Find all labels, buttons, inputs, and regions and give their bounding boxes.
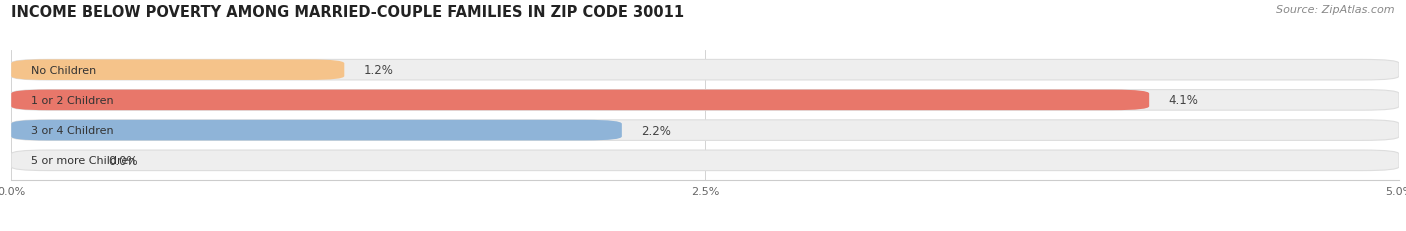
Text: Source: ZipAtlas.com: Source: ZipAtlas.com bbox=[1277, 5, 1395, 15]
FancyBboxPatch shape bbox=[11, 120, 621, 141]
Text: 1 or 2 Children: 1 or 2 Children bbox=[31, 95, 114, 105]
FancyBboxPatch shape bbox=[11, 90, 1149, 111]
FancyBboxPatch shape bbox=[11, 120, 1399, 141]
FancyBboxPatch shape bbox=[11, 60, 344, 81]
Text: 4.1%: 4.1% bbox=[1168, 94, 1198, 107]
Text: 5 or more Children: 5 or more Children bbox=[31, 156, 135, 166]
Text: 0.0%: 0.0% bbox=[108, 154, 138, 167]
Text: No Children: No Children bbox=[31, 65, 96, 75]
Text: INCOME BELOW POVERTY AMONG MARRIED-COUPLE FAMILIES IN ZIP CODE 30011: INCOME BELOW POVERTY AMONG MARRIED-COUPL… bbox=[11, 5, 685, 20]
FancyBboxPatch shape bbox=[11, 90, 1399, 111]
FancyBboxPatch shape bbox=[11, 150, 1399, 171]
Text: 1.2%: 1.2% bbox=[364, 64, 394, 77]
Text: 3 or 4 Children: 3 or 4 Children bbox=[31, 126, 114, 136]
FancyBboxPatch shape bbox=[11, 60, 1399, 81]
Text: 2.2%: 2.2% bbox=[641, 124, 671, 137]
